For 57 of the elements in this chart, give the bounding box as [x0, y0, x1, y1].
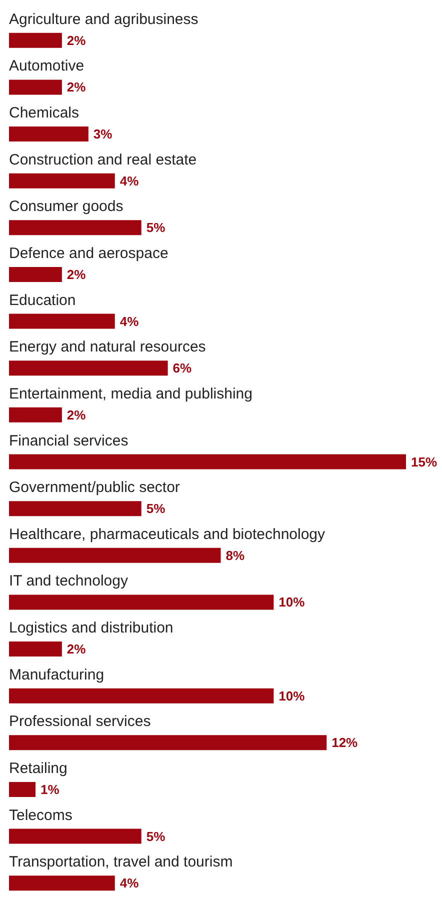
y-tick-label: Construction and real estate [9, 151, 197, 168]
bar [9, 266, 62, 282]
y-tick-label: IT and technology [9, 572, 128, 590]
bar [9, 173, 115, 188]
bar [9, 782, 36, 797]
y-tick-label: Financial services [9, 432, 128, 450]
data-label: 5% [146, 501, 166, 516]
bar [9, 548, 221, 563]
y-tick-label: Chemicals [9, 104, 80, 122]
bar [9, 126, 88, 142]
data-label: 10% [278, 594, 306, 610]
bar [9, 314, 115, 329]
y-tick-label: Consumer goods [9, 198, 124, 216]
y-tick-label: Automotive [9, 58, 84, 75]
data-label: 5% [146, 220, 166, 236]
y-tick-label: Professional services [9, 713, 151, 730]
y-tick-label: Agriculture and agribusiness [9, 10, 198, 28]
data-label: 6% [172, 360, 192, 376]
y-tick-label: Government/public sector [9, 479, 180, 496]
data-label: 15% [411, 454, 438, 470]
data-label: 1% [40, 782, 60, 797]
y-tick-label: Defence and aerospace [9, 244, 168, 262]
bar [9, 32, 62, 48]
y-tick-label: Manufacturing [9, 666, 104, 684]
y-tick-label: Telecoms [9, 806, 72, 824]
bar [9, 688, 274, 704]
y-tick-label: Energy and natural resources [9, 338, 206, 356]
bar [9, 735, 327, 750]
bar [9, 501, 142, 516]
data-label: 2% [66, 80, 86, 95]
bar [9, 220, 142, 236]
bar [9, 360, 168, 376]
data-label: 2% [66, 642, 86, 657]
data-label: 2% [66, 32, 86, 48]
data-label: 10% [278, 688, 306, 704]
y-tick-label: Healthcare, pharmaceuticals and biotechnology [9, 526, 326, 543]
y-tick-label: Transportation, travel and tourism [9, 854, 233, 871]
y-tick-label: Logistics and distribution [9, 620, 174, 637]
data-label: 12% [332, 735, 358, 750]
data-label: 4% [120, 876, 140, 891]
data-label: 5% [146, 828, 166, 844]
bar [9, 407, 62, 422]
bar [9, 828, 142, 844]
data-label: 3% [93, 126, 113, 142]
bar [9, 876, 115, 891]
data-label: 8% [226, 548, 245, 563]
data-label: 4% [120, 173, 140, 188]
y-tick-label: Entertainment, media and publishing [9, 385, 252, 402]
bar [9, 642, 62, 657]
data-label: 4% [120, 314, 140, 329]
y-tick-label: Education [9, 292, 76, 309]
bar [9, 594, 274, 610]
data-label: 2% [66, 407, 86, 422]
bar [9, 454, 406, 470]
data-label: 2% [66, 266, 86, 282]
bar [9, 80, 62, 95]
y-tick-label: Retailing [9, 760, 68, 777]
